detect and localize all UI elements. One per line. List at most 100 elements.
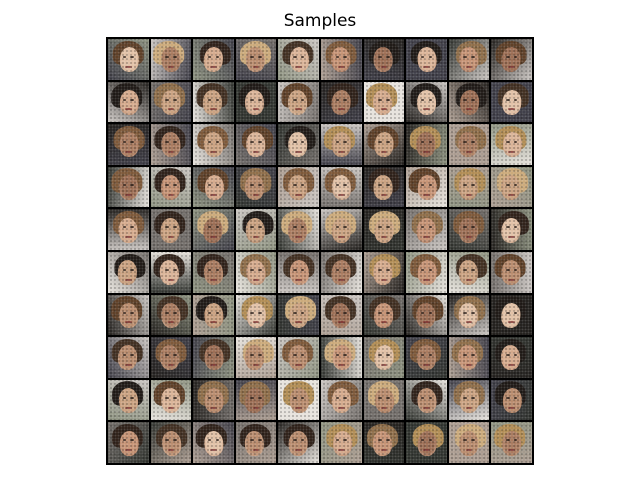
sample-tile xyxy=(406,422,447,463)
sample-tile xyxy=(406,294,447,336)
sample-tile xyxy=(235,422,277,463)
sample-tile xyxy=(448,251,490,293)
sample-tile xyxy=(448,209,490,250)
sample-tile xyxy=(320,39,362,80)
sample-tile xyxy=(448,81,490,123)
sample-tile xyxy=(278,379,319,421)
sample-tile xyxy=(193,124,234,165)
sample-tile xyxy=(278,251,319,293)
sample-tile xyxy=(278,81,319,123)
sample-tile xyxy=(320,81,362,123)
sample-tile xyxy=(448,337,490,378)
sample-tile xyxy=(320,337,362,378)
sample-tile xyxy=(150,422,192,463)
sample-tile xyxy=(150,124,192,165)
sample-tile xyxy=(150,39,192,80)
sample-tile xyxy=(235,251,277,293)
sample-tile xyxy=(491,166,532,208)
sample-tile xyxy=(108,379,149,421)
sample-tile xyxy=(320,209,362,250)
sample-tile xyxy=(363,294,405,336)
sample-tile xyxy=(235,166,277,208)
sample-tile xyxy=(150,209,192,250)
sample-tile xyxy=(150,294,192,336)
sample-tile xyxy=(491,251,532,293)
sample-tile xyxy=(406,379,447,421)
sample-tile xyxy=(491,209,532,250)
sample-tile xyxy=(320,294,362,336)
sample-tile xyxy=(193,209,234,250)
sample-tile xyxy=(108,422,149,463)
sample-tile xyxy=(448,166,490,208)
sample-tile xyxy=(278,337,319,378)
sample-tile xyxy=(108,124,149,165)
sample-tile xyxy=(363,166,405,208)
sample-tile xyxy=(235,81,277,123)
sample-tile xyxy=(406,251,447,293)
sample-tile xyxy=(363,209,405,250)
sample-tile xyxy=(235,337,277,378)
sample-tile xyxy=(320,166,362,208)
sample-tile xyxy=(278,294,319,336)
sample-tile xyxy=(448,124,490,165)
sample-tile xyxy=(448,379,490,421)
sample-tile xyxy=(448,422,490,463)
sample-tile xyxy=(193,294,234,336)
sample-tile xyxy=(235,209,277,250)
sample-tile xyxy=(108,209,149,250)
sample-tile xyxy=(363,422,405,463)
sample-tile xyxy=(193,166,234,208)
sample-tile xyxy=(278,209,319,250)
sample-tile xyxy=(150,81,192,123)
sample-tile xyxy=(150,379,192,421)
sample-tile xyxy=(235,379,277,421)
sample-tile xyxy=(491,337,532,378)
sample-tile xyxy=(363,251,405,293)
sample-tile xyxy=(108,39,149,80)
sample-tile xyxy=(491,124,532,165)
sample-tile xyxy=(320,379,362,421)
sample-tile xyxy=(108,81,149,123)
figure-title: Samples xyxy=(283,11,357,31)
sample-tile xyxy=(491,39,532,80)
sample-tile xyxy=(320,124,362,165)
sample-tile xyxy=(235,39,277,80)
sample-tile xyxy=(193,81,234,123)
sample-image-grid xyxy=(106,37,534,465)
sample-tile xyxy=(406,209,447,250)
sample-tile xyxy=(491,294,532,336)
sample-tile xyxy=(406,124,447,165)
sample-tile xyxy=(193,422,234,463)
sample-tile xyxy=(108,251,149,293)
sample-tile xyxy=(150,251,192,293)
sample-tile xyxy=(193,337,234,378)
sample-tile xyxy=(320,422,362,463)
sample-tile xyxy=(363,39,405,80)
sample-tile xyxy=(491,379,532,421)
sample-tile xyxy=(108,337,149,378)
sample-tile xyxy=(448,294,490,336)
sample-tile xyxy=(491,81,532,123)
sample-tile xyxy=(150,337,192,378)
sample-tile xyxy=(363,379,405,421)
sample-tile xyxy=(235,124,277,165)
sample-tile xyxy=(193,39,234,80)
sample-tile xyxy=(363,337,405,378)
sample-tile xyxy=(108,166,149,208)
sample-tile xyxy=(406,39,447,80)
sample-tile xyxy=(363,124,405,165)
sample-tile xyxy=(406,166,447,208)
sample-tile xyxy=(108,294,149,336)
sample-tile xyxy=(193,379,234,421)
sample-tile xyxy=(491,422,532,463)
sample-tile xyxy=(363,81,405,123)
sample-tile xyxy=(193,251,234,293)
sample-tile xyxy=(278,166,319,208)
sample-tile xyxy=(278,39,319,80)
sample-tile xyxy=(235,294,277,336)
sample-tile xyxy=(150,166,192,208)
sample-tile xyxy=(278,124,319,165)
sample-tile xyxy=(320,251,362,293)
sample-tile xyxy=(448,39,490,80)
